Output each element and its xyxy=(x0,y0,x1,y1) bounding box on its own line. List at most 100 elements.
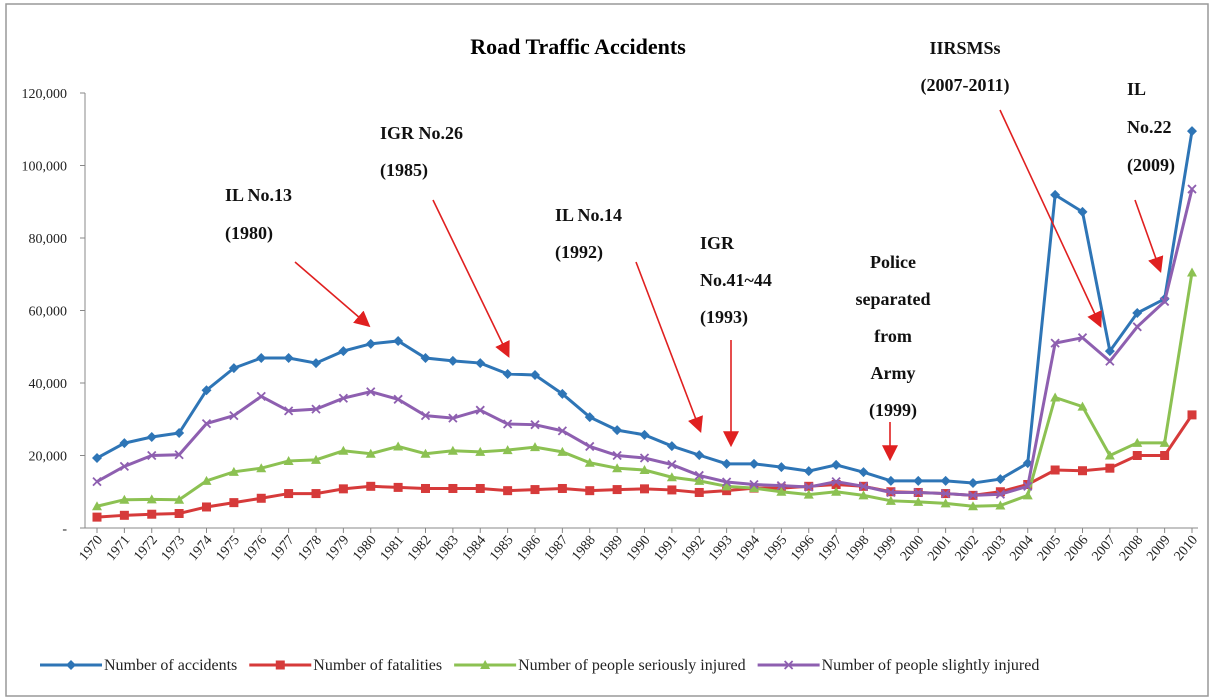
frame xyxy=(5,3,1209,697)
marker xyxy=(338,346,349,357)
marker xyxy=(283,352,294,363)
y-tick-label: 60,000 xyxy=(29,305,68,320)
marker xyxy=(886,487,896,498)
x-tick-label: 2000 xyxy=(898,533,927,564)
marker xyxy=(913,487,923,498)
legend-label: Number of people seriously injured xyxy=(518,657,746,674)
marker xyxy=(968,490,978,501)
marker xyxy=(1132,451,1142,460)
marker xyxy=(940,498,951,508)
marker xyxy=(667,485,677,495)
marker xyxy=(1050,392,1061,402)
marker xyxy=(202,502,211,512)
marker xyxy=(119,461,130,472)
marker xyxy=(1022,490,1033,500)
marker xyxy=(1077,401,1088,411)
marker xyxy=(585,486,595,496)
marker xyxy=(885,475,896,486)
annotation: from xyxy=(874,326,912,346)
x-tick-label: 2006 xyxy=(1062,533,1091,564)
marker xyxy=(721,481,732,491)
marker xyxy=(475,483,485,493)
marker xyxy=(475,358,486,369)
marker xyxy=(502,445,513,455)
marker xyxy=(831,486,842,496)
x-tick-label: 2005 xyxy=(1035,533,1064,564)
marker xyxy=(940,475,951,486)
marker xyxy=(858,481,869,491)
marker xyxy=(1159,437,1170,447)
marker xyxy=(612,485,622,495)
x-tick-label: 1980 xyxy=(350,533,379,564)
x-tick-label: 1978 xyxy=(296,533,325,564)
marker xyxy=(557,388,568,399)
marker xyxy=(776,486,787,496)
x-tick-label: 1979 xyxy=(323,533,352,564)
x-tick-label: 1986 xyxy=(515,533,544,564)
x-tick-label: 1976 xyxy=(241,533,270,564)
marker xyxy=(557,426,568,436)
marker xyxy=(968,501,978,511)
marker xyxy=(146,432,157,443)
marker xyxy=(639,453,650,463)
marker xyxy=(174,428,185,439)
marker xyxy=(639,465,650,474)
x-tick-label: 1972 xyxy=(131,533,160,564)
marker xyxy=(1077,206,1088,217)
marker xyxy=(256,493,266,503)
marker xyxy=(92,453,102,464)
marker xyxy=(749,458,759,469)
marker xyxy=(311,404,321,414)
marker xyxy=(201,418,212,429)
marker xyxy=(666,441,677,452)
x-tick-label: 2003 xyxy=(980,533,1009,564)
marker xyxy=(147,509,157,519)
marker xyxy=(749,483,759,493)
x-tick-label: 1991 xyxy=(651,533,680,564)
marker xyxy=(612,450,622,461)
marker xyxy=(1132,322,1142,332)
x-tick-label: 1982 xyxy=(405,533,434,564)
legend-label: Number of fatalities xyxy=(313,657,442,674)
marker xyxy=(995,474,1006,485)
x-tick-label: 1988 xyxy=(569,533,598,564)
chart-title: Road Traffic Accidents xyxy=(470,34,686,59)
marker xyxy=(448,483,458,493)
marker xyxy=(530,370,540,381)
x-tick-label: 2002 xyxy=(953,533,982,564)
annotation-arrow xyxy=(1134,199,1164,274)
marker xyxy=(831,480,841,489)
marker xyxy=(284,489,294,499)
marker xyxy=(420,352,431,363)
annotation-arrow xyxy=(432,199,510,358)
marker xyxy=(1187,184,1197,194)
x-tick-label: 1997 xyxy=(816,533,845,564)
marker xyxy=(92,501,102,511)
marker xyxy=(858,490,869,500)
marker xyxy=(803,466,814,477)
marker xyxy=(858,467,869,478)
annotation: IIRSMSs xyxy=(929,38,1000,58)
x-tick-label: 1993 xyxy=(706,533,735,564)
y-tick-label: 100,000 xyxy=(22,160,68,175)
marker xyxy=(694,450,705,461)
marker xyxy=(1104,450,1115,460)
marker xyxy=(147,450,157,461)
marker xyxy=(995,489,1006,499)
annotation: (2007-2011) xyxy=(921,75,1010,96)
x-tick-label: 1992 xyxy=(679,533,708,564)
marker xyxy=(256,352,267,363)
marker xyxy=(365,338,376,349)
marker xyxy=(694,487,704,497)
marker xyxy=(995,487,1005,497)
legend-item: Number of fatalities xyxy=(249,657,442,674)
marker xyxy=(475,446,486,456)
annotation: separated xyxy=(856,289,931,309)
x-tick-label: 2010 xyxy=(1172,533,1201,564)
marker xyxy=(940,488,951,499)
x-tick-label: 1984 xyxy=(460,533,489,564)
marker xyxy=(338,484,348,494)
marker xyxy=(146,494,157,504)
annotation: (2009) xyxy=(1127,155,1175,176)
x-tick-label: 2009 xyxy=(1144,533,1173,564)
